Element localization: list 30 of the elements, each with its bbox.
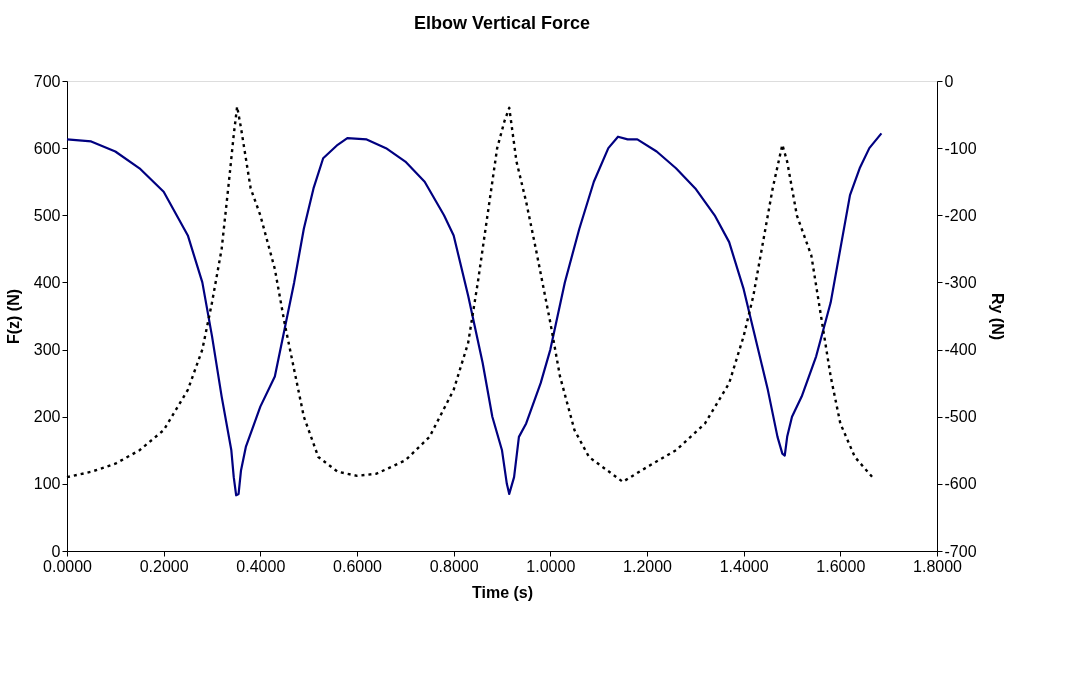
y-tick-label: 700 (33, 72, 61, 90)
y-axis-title: F(z) (N) (4, 288, 22, 345)
x-tick-label: 0.4000 (236, 557, 286, 575)
x-tick-label: 1.6000 (816, 557, 866, 575)
x-tick-label: 0.8000 (429, 557, 479, 575)
x-tick-label: 0.6000 (333, 557, 383, 575)
y-tick-label: 500 (33, 206, 61, 224)
y2-tick-label: -100 (944, 139, 977, 157)
y2-axis-title: Ry (N) (988, 292, 1006, 341)
y-tick-label: 0 (51, 542, 61, 560)
x-tick-label: 1.4000 (719, 557, 769, 575)
y-tick-label: 100 (33, 475, 61, 493)
y2-tick-label: 0 (944, 72, 954, 90)
y2-tick-label: -400 (944, 341, 977, 359)
y-tick-label: 600 (33, 139, 61, 157)
y2-tick-label: -600 (944, 475, 977, 493)
y-tick-label: 200 (33, 408, 61, 426)
y2-tick-label: -500 (944, 408, 977, 426)
y2-tick-label: -200 (944, 206, 977, 224)
x-tick-label: 1.2000 (623, 557, 673, 575)
x-tick-label: 0.2000 (139, 557, 189, 575)
y-tick-label: 300 (33, 341, 61, 359)
y2-tick-label: -700 (944, 542, 977, 560)
x-tick-label: 1.0000 (526, 557, 576, 575)
y2-tick-label: -300 (944, 273, 977, 291)
x-tick-label: 0.0000 (43, 557, 93, 575)
y-tick-label: 400 (33, 273, 61, 291)
x-tick-label: 1.8000 (913, 557, 963, 575)
x-axis-title: Time (s) (471, 583, 534, 601)
chart-title: Elbow Vertical Force (413, 13, 591, 33)
